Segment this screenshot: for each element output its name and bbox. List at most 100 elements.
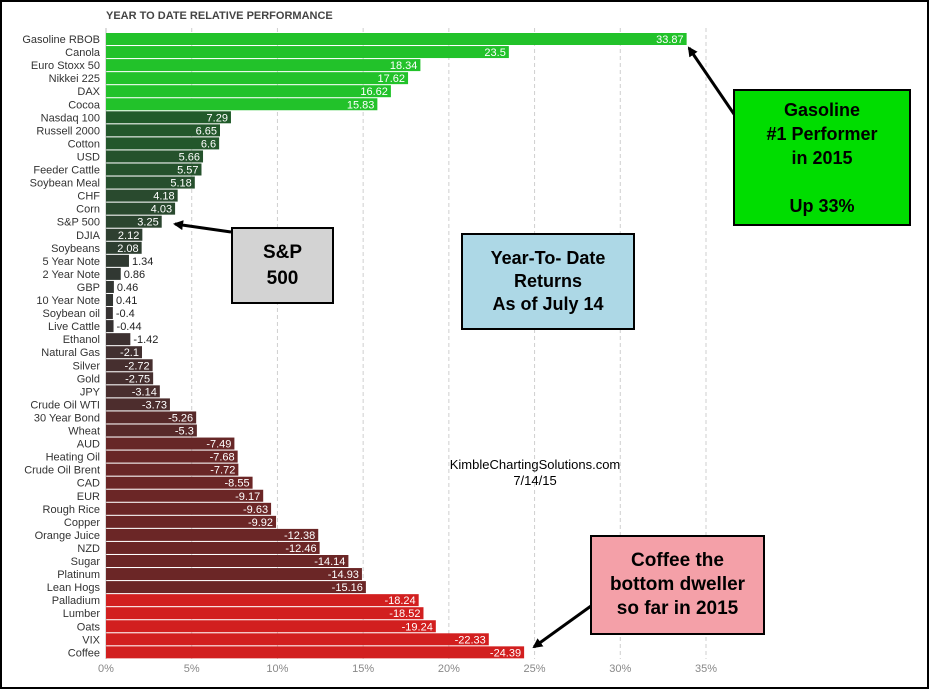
watermark-site: KimbleChartingSolutions.com [449,457,621,472]
data-label: 5.18 [170,178,191,190]
data-label: 16.62 [360,86,388,98]
category-label: 10 Year Note [36,295,100,307]
category-label: Nikkei 225 [49,73,100,85]
data-label: -18.52 [389,608,420,620]
category-label: DJIA [76,230,101,242]
bar [106,476,253,489]
data-label: -2.75 [125,373,150,385]
category-label: AUD [77,439,100,451]
category-label: Cotton [68,138,100,150]
category-label: Canola [65,47,101,59]
bar [106,294,114,306]
category-label: VIX [82,634,100,646]
category-label: Lean Hogs [47,582,101,594]
data-label: -24.39 [490,647,521,659]
bar [106,124,220,137]
bar [106,607,424,620]
data-label: -1.42 [133,334,158,346]
data-label: 4.18 [153,191,174,203]
data-label: -22.33 [455,634,486,646]
data-label: -14.14 [314,556,345,568]
bar [106,385,160,398]
data-label: 5.66 [179,151,200,163]
bar [106,411,197,424]
x-tick-label: 35% [695,663,717,675]
category-label: Soybean Meal [30,178,100,190]
category-label: Crude Oil WTI [30,399,100,411]
bar [106,150,204,163]
data-label: 1.34 [132,256,153,268]
category-label: 30 Year Bond [34,412,100,424]
category-label: Orange Juice [35,530,100,542]
sp500-callout: S&P 500 [231,227,334,304]
coffee-arrow [532,604,592,649]
category-label: Sugar [71,556,101,568]
callout-line: in 2015 [791,147,853,168]
data-label: -19.24 [402,621,433,633]
bar [106,398,170,411]
bar [106,424,197,437]
bar [106,633,489,646]
data-label: 5.57 [177,165,198,177]
category-label: S&P 500 [57,217,100,229]
data-label: 33.87 [656,34,684,46]
category-label: Coffee [68,647,100,659]
category-label: Oats [77,621,101,633]
data-label: -8.55 [224,478,249,490]
data-label: -15.16 [332,582,363,594]
category-label: 5 Year Note [43,256,101,268]
bar [106,463,239,476]
data-label: -2.72 [125,360,150,372]
bar [106,502,272,515]
bar [106,176,195,189]
callout-line: bottom dweller [609,574,746,595]
category-label: CHF [77,191,100,203]
chart-title: YEAR TO DATE RELATIVE PERFORMANCE [106,10,333,22]
bar [106,202,176,215]
data-label: 23.5 [484,47,505,59]
category-label: Live Cattle [48,321,100,333]
data-label: -12.38 [284,530,315,542]
bar [106,359,153,372]
data-label: 4.03 [151,204,172,216]
data-label: -9.17 [235,491,260,503]
bar [106,163,202,176]
bar [106,137,220,150]
category-label: JPY [80,386,101,398]
bar [106,581,366,594]
category-label: Soybean oil [43,308,101,320]
callout-line: so far in 2015 [616,598,739,619]
category-label: Corn [76,204,100,216]
data-label: -5.26 [168,412,193,424]
bar [106,254,129,267]
callout-line [766,170,877,194]
bar [106,189,178,202]
bar [106,46,509,59]
category-label: Soybeans [51,243,100,255]
bar [106,541,320,554]
x-tick-label: 25% [524,663,546,675]
data-label: 17.62 [378,73,406,85]
callout-line: Year-To- Date [490,248,606,268]
callout-line: S&P [262,241,303,263]
data-label: -12.46 [285,543,316,555]
data-label: 6.6 [201,138,216,150]
x-tick-label: 0% [98,663,114,675]
sp500-arrow [173,220,232,234]
bar [106,111,231,124]
bar [106,267,121,280]
bar [106,33,687,45]
bar [106,450,238,463]
callout-line: Gasoline [783,99,861,120]
category-label: GBP [77,282,100,294]
bar [106,85,391,98]
data-label: -7.49 [206,439,231,451]
x-axis: 0% 5% 10% 15% 20% 25% 30% 35% [98,663,717,675]
bar [106,620,436,633]
category-label: Copper [64,517,100,529]
data-label: -9.92 [248,517,273,529]
bar [106,280,114,293]
data-label: -0.44 [117,321,142,333]
